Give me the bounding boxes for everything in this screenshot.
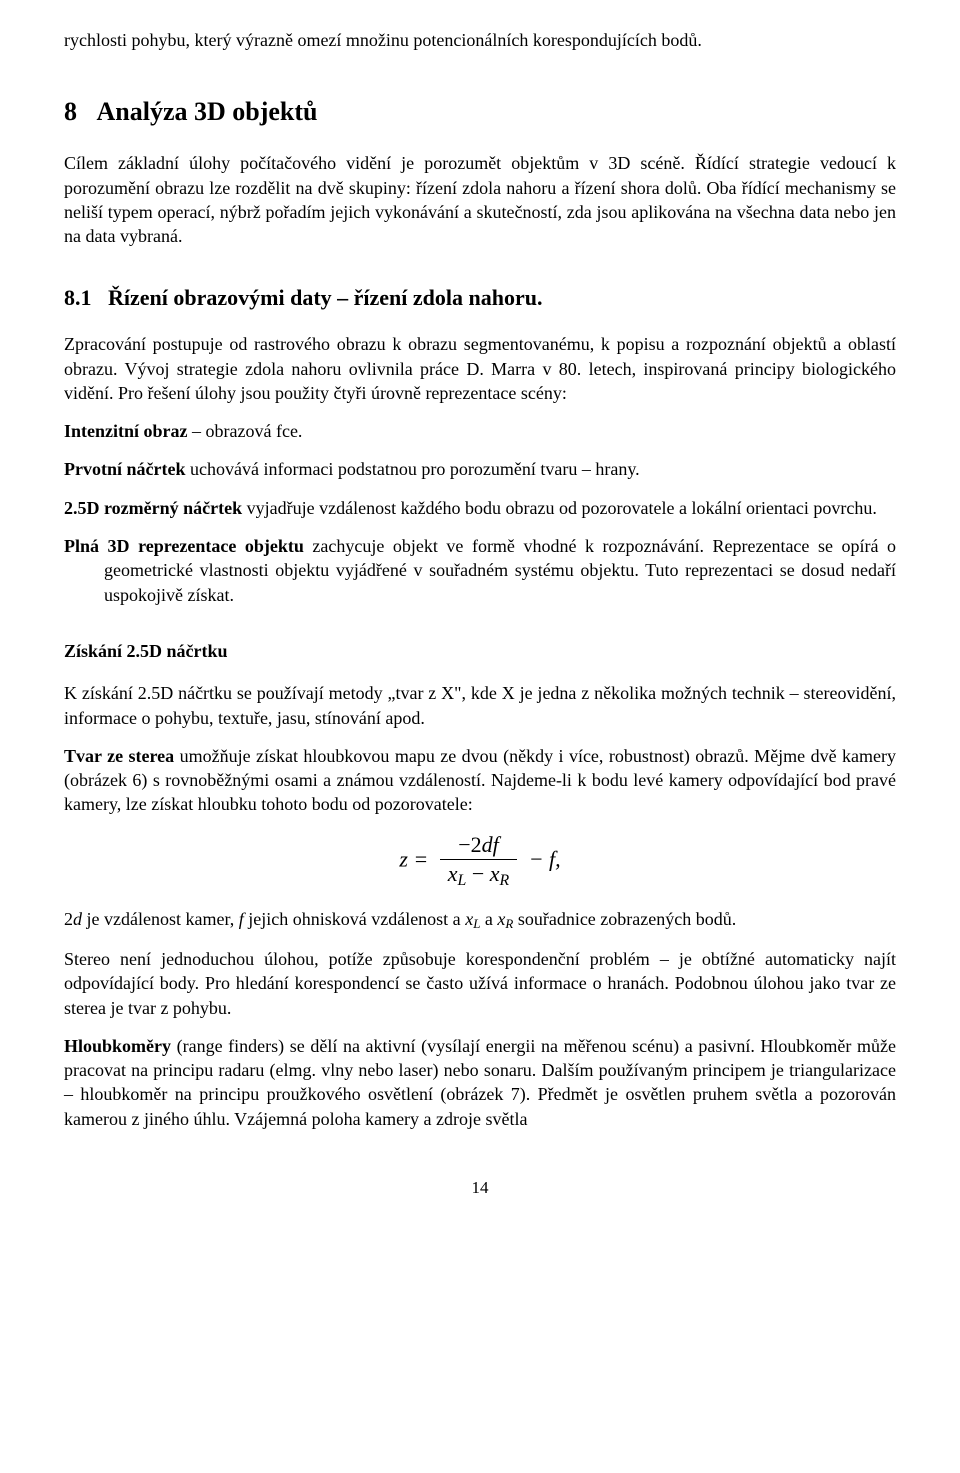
def-sep: – [188,421,206,441]
def-body: obrazová fce. [206,421,303,441]
def-term: 2.5D rozměrný náčrtek [64,498,242,518]
tvar-ze-sterea-term: Tvar ze sterea [64,746,174,766]
formula-tail: − f, [529,846,561,871]
ziskani-heading: Získání 2.5D náčrtku [64,639,896,663]
num-minus2: −2 [458,832,481,857]
subsection-8-1-heading: 8.1 Řízení obrazovými daty – řízení zdol… [64,283,896,313]
section-8-paragraph: Cílem základní úlohy počítačového vidění… [64,151,896,248]
def-prvotni-nacrtek: Prvotní náčrtek uchovává informaci podst… [64,457,896,481]
den-xL-sub: L [458,872,467,889]
ziskani-p5: Hloubkoměry (range finders) se dělí na a… [64,1034,896,1131]
p3-2: 2 [64,909,73,929]
den-xL-x: x [448,861,458,886]
p3-d: d [73,909,82,929]
den-xR-sub: R [500,872,510,889]
def-25d-nacrtek: 2.5D rozměrný náčrtek vyjadřuje vzdáleno… [64,496,896,520]
p3-b: je vzdálenost kamer, [82,909,239,929]
ziskani-p1: K získání 2.5D náčrtku se používají meto… [64,681,896,730]
p3-xL-x: x [465,909,473,929]
hloubkomery-body: (range finders) se dělí na aktivní (vysí… [64,1036,896,1129]
representation-definition-list: Intenzitní obraz – obrazová fce. Prvotní… [64,419,896,607]
subsection-title: Řízení obrazovými daty – řízení zdola na… [108,285,542,310]
den-minus: − [466,861,489,886]
def-term: Plná 3D reprezentace objektu [64,536,304,556]
num-d: d [482,832,493,857]
def-plna-3d-reprezentace: Plná 3D reprezentace objektu zachycuje o… [64,534,896,607]
def-intenzitni-obraz: Intenzitní obraz – obrazová fce. [64,419,896,443]
hloubkomery-term: Hloubkoměry [64,1036,171,1056]
def-term: Intenzitní obraz [64,421,188,441]
p3-e: souřadnice zobrazených bodů. [513,909,736,929]
p3-c: jejich ohnisková vzdálenost a [244,909,465,929]
stereo-depth-formula: z = −2df xL − xR − f, [64,833,896,890]
formula-lhs: z = [399,846,428,871]
section-number: 8 [64,97,77,126]
formula-numerator: −2df [440,833,517,860]
subsection-8-1-paragraph: Zpracování postupuje od rastrového obraz… [64,332,896,405]
ziskani-p4: Stereo není jednoduchou úlohou, potíže z… [64,947,896,1020]
leading-fragment: rychlosti pohybu, který výrazně omezí mn… [64,28,896,52]
p3-d2: a [480,909,497,929]
formula-fraction: −2df xL − xR [440,833,517,890]
den-xR-x: x [490,861,500,886]
ziskani-p2: Tvar ze sterea umožňuje získat hloubkovo… [64,744,896,817]
ziskani-p3: 2d je vzdálenost kamer, f jejich ohnisko… [64,907,896,933]
section-8-heading: 8 Analýza 3D objektů [64,94,896,129]
formula-denominator: xL − xR [440,860,517,889]
section-title: Analýza 3D objektů [97,97,318,126]
def-body: vyjadřuje vzdálenost každého bodu obrazu… [242,498,877,518]
def-term: Prvotní náčrtek [64,459,185,479]
page-number: 14 [64,1177,896,1200]
def-body: uchovává informaci podstatnou pro porozu… [185,459,639,479]
subsection-number: 8.1 [64,285,92,310]
tvar-ze-sterea-body: umožňuje získat hloubkovou mapu ze dvou … [64,746,896,815]
num-f: f [493,832,499,857]
